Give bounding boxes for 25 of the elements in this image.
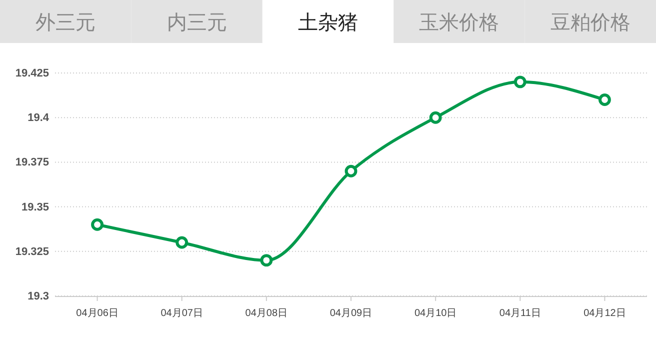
y-tick-label: 19.325 (15, 246, 49, 258)
x-tick-label: 04月11日 (499, 308, 541, 320)
point (176, 236, 188, 249)
point (514, 76, 526, 88)
y-tick-label: 19.35 (21, 201, 49, 214)
chart-title: 土杂猪 (298, 10, 358, 34)
x-tick-label: 04月12日 (584, 308, 626, 320)
x-tick-label: 04月09日 (330, 308, 372, 320)
x-tick-label: 04月06日 (76, 308, 118, 320)
text: 内三元 (166, 10, 227, 34)
point (260, 254, 273, 267)
point (344, 164, 358, 178)
point (429, 111, 442, 124)
text: 豆粕价格 (550, 10, 630, 34)
text: 玉米价格 (419, 10, 500, 34)
x-tick-label: 04月10日 (414, 308, 457, 320)
y-tick-label: 19.3 (28, 290, 49, 303)
text: 外三元 (36, 10, 96, 34)
y-tick-label: 19.425 (15, 68, 49, 80)
point (91, 218, 104, 231)
point (598, 94, 611, 106)
x-tick-label: 04月08日 (245, 308, 288, 320)
y-tick-label: 19.4 (28, 112, 50, 124)
y-tick-label: 19.375 (15, 156, 49, 169)
x-tick-label: 04月07日 (160, 308, 203, 320)
